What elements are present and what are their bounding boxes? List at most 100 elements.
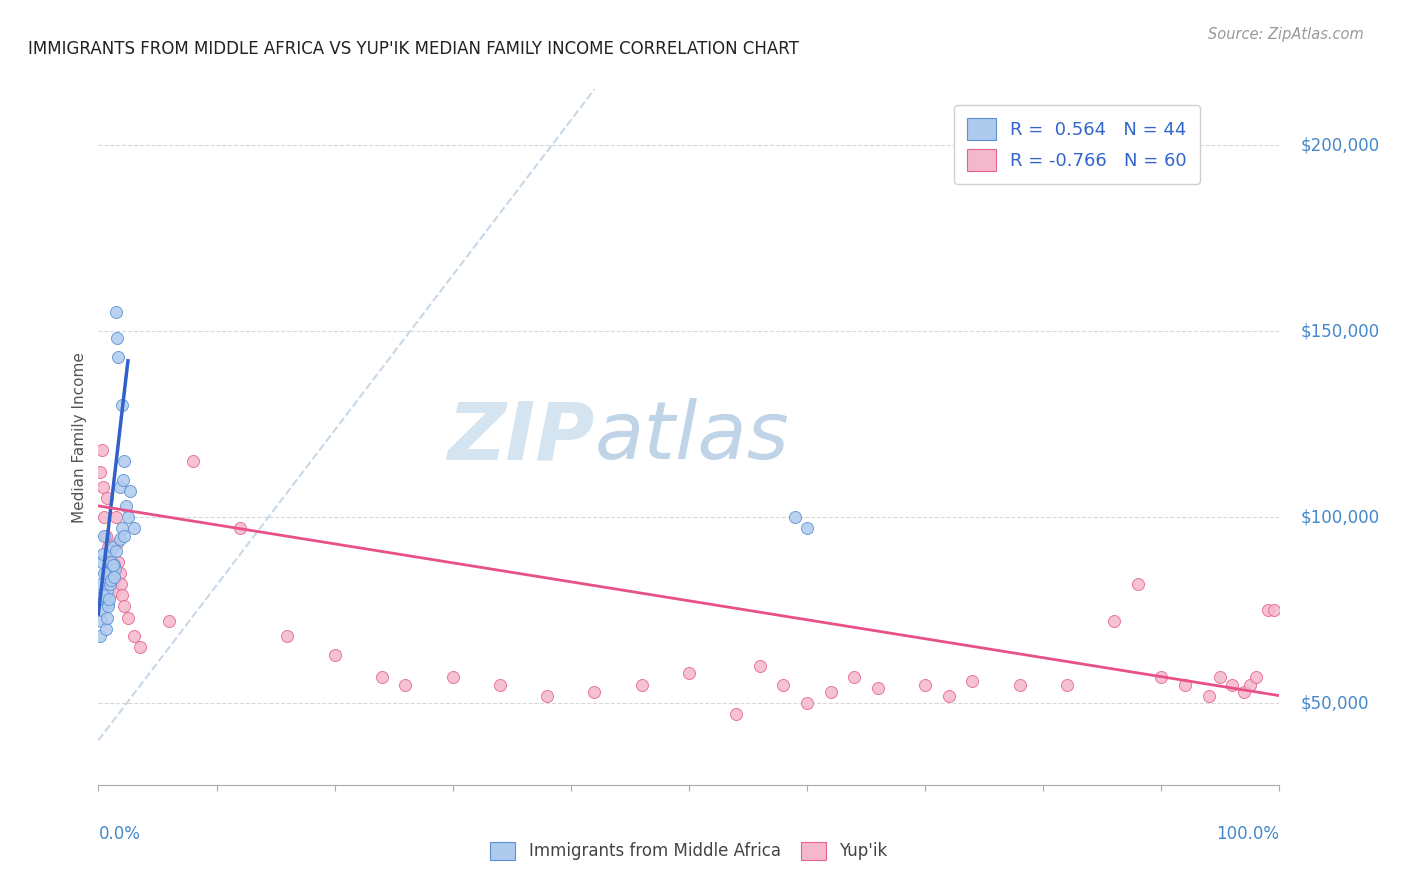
Point [1126,577,1149,591]
Point [122,521,145,535]
Point [1220,677,1243,691]
Point [1150,670,1173,684]
Point [98,591,121,606]
Point [1198,689,1220,703]
Point [117,610,139,624]
Point [97,540,120,554]
Point [111,588,134,602]
Text: $50,000: $50,000 [1301,694,1369,712]
Point [120,483,142,498]
Point [91,480,114,494]
Point [772,677,794,691]
Point [630,677,652,691]
Point [98,547,121,561]
Point [97,599,120,614]
Y-axis label: Median Family Income: Median Family Income [72,351,87,523]
Point [103,569,125,583]
Point [105,331,128,345]
Point [103,574,125,588]
Point [114,499,136,513]
Point [89,591,111,606]
Point [94,566,117,580]
Point [844,670,866,684]
Text: $200,000: $200,000 [1301,136,1379,154]
Point [117,510,139,524]
Point [100,566,122,580]
Point [96,584,118,599]
Point [108,533,131,547]
Text: 100.0%: 100.0% [1216,825,1279,843]
Point [101,555,124,569]
Text: 0.0%: 0.0% [98,825,141,843]
Legend: Immigrants from Middle Africa, Yup'ik: Immigrants from Middle Africa, Yup'ik [484,835,894,867]
Point [1239,677,1261,691]
Point [1244,670,1267,684]
Point [112,529,135,543]
Point [91,603,114,617]
Point [536,689,558,703]
Text: ZIP: ZIP [447,398,595,476]
Text: Source: ZipAtlas.com: Source: ZipAtlas.com [1208,27,1364,42]
Point [91,547,114,561]
Point [441,670,464,684]
Point [100,555,122,569]
Point [678,666,700,681]
Point [725,707,748,722]
Point [1263,603,1285,617]
Point [91,443,114,458]
Point [1102,614,1125,628]
Point [98,543,121,558]
Point [93,529,115,543]
Point [101,540,124,554]
Point [89,629,111,643]
Point [97,596,120,610]
Point [105,305,128,319]
Point [98,577,121,591]
Point [914,677,936,691]
Point [112,454,135,468]
Point [820,685,842,699]
Text: atlas: atlas [595,398,789,476]
Point [394,677,416,691]
Point [98,558,121,573]
Point [112,599,135,614]
Point [276,629,298,643]
Point [111,399,134,413]
Point [122,629,145,643]
Point [866,681,889,696]
Point [98,574,121,588]
Point [785,510,807,524]
Point [90,614,112,628]
Point [105,536,128,550]
Text: $150,000: $150,000 [1301,322,1379,340]
Point [93,510,115,524]
Point [108,566,131,580]
Point [101,558,124,573]
Point [181,454,204,468]
Point [94,622,117,636]
Point [110,577,132,591]
Point [1233,685,1256,699]
Point [938,689,960,703]
Point [748,659,770,673]
Point [112,473,135,487]
Point [489,677,512,691]
Point [108,480,131,494]
Point [94,529,117,543]
Point [962,673,984,688]
Text: $100,000: $100,000 [1301,508,1379,526]
Point [107,555,129,569]
Point [91,588,114,602]
Point [1056,677,1078,691]
Point [1174,677,1197,691]
Point [89,466,111,480]
Point [105,543,128,558]
Point [93,566,115,580]
Point [1209,670,1232,684]
Point [371,670,394,684]
Text: IMMIGRANTS FROM MIDDLE AFRICA VS YUP'IK MEDIAN FAMILY INCOME CORRELATION CHART: IMMIGRANTS FROM MIDDLE AFRICA VS YUP'IK … [28,40,799,58]
Point [107,350,129,364]
Point [157,614,180,628]
Point [229,521,252,535]
Point [96,491,118,506]
